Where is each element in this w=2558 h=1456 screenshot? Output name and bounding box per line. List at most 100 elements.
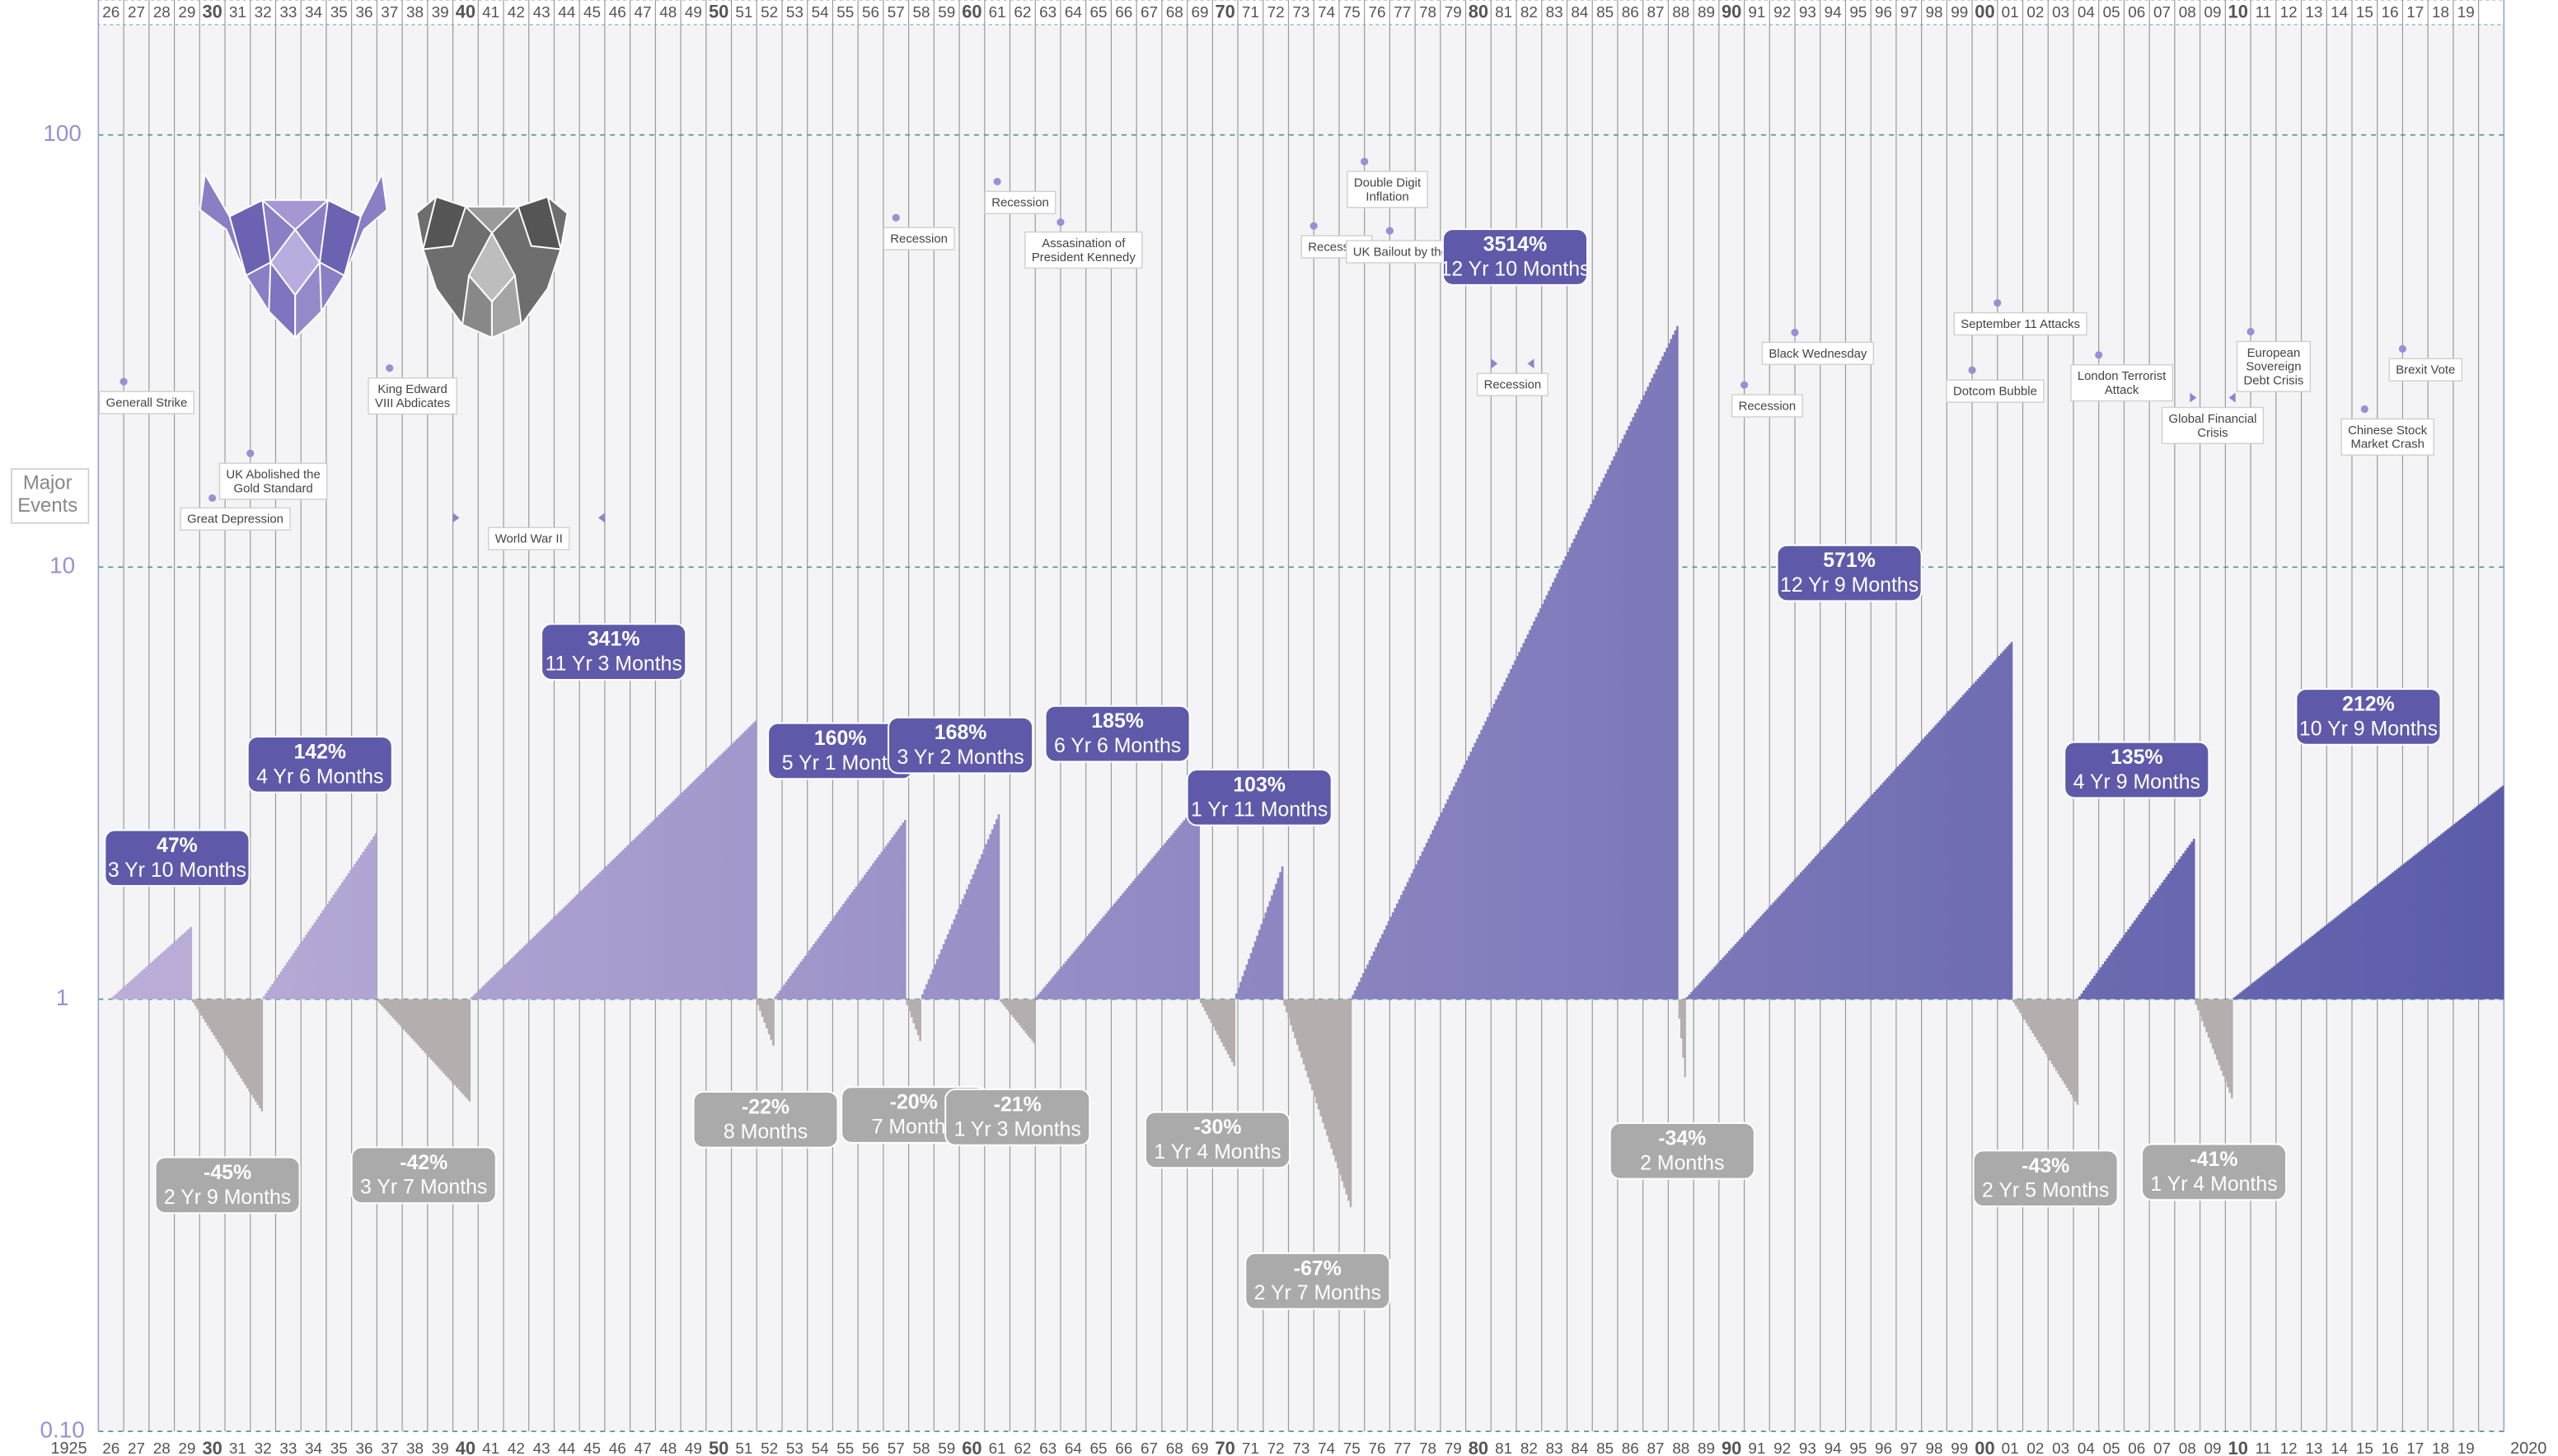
x-tick-label: 70 [1216,1438,1235,1456]
x-tick-label: 09 [2204,1440,2221,1456]
bear-area [1678,999,1686,1078]
event-box [1953,311,2087,336]
x-tick-label-top: 41 [482,4,499,21]
bear-facet [422,195,467,250]
bear-label-return: -21% [994,1093,1042,1117]
y-tick-label: 100 [43,120,81,146]
bear-area [757,999,775,1046]
event-box [180,507,291,531]
bull-label: 341%11 Yr 3 Months [541,623,687,681]
y-tick-label: 0.10 [40,1416,85,1442]
x-tick-label: 51 [735,1440,752,1456]
x-tick-label: 52 [761,1440,778,1456]
x-tick-label-top: 45 [583,4,601,21]
bear-label-bg [1972,1149,2119,1208]
event-label: Attack [2105,383,2139,397]
event-box [488,527,570,550]
bear-label-duration: 1 Yr 4 Months [1154,1140,1281,1163]
bear-label-duration: 8 Months [724,1120,808,1143]
x-tick-label: 17 [2406,1440,2424,1456]
x-tick-label: 40 [456,1438,476,1456]
x-tick-label-top: 06 [2128,4,2145,21]
label-boxes: 47%3 Yr 10 Months 142%4 Yr 6 Months 341%11… [104,228,2442,1310]
event-dot [2095,351,2103,359]
x-tick-label-top: 56 [862,4,879,21]
x-tick-label: 83 [1546,1440,1563,1456]
x-tick-label-top: 36 [355,4,372,21]
x-tick-label: 18 [2432,1440,2449,1456]
events-label: Major [23,471,73,494]
x-tick-label-top: 61 [989,4,1006,21]
x-tick-label-top: 39 [432,4,449,21]
x-tick-label: 62 [1014,1440,1031,1456]
x-tick-label: 96 [1875,1440,1892,1456]
x-tick-label: 90 [1722,1438,1741,1456]
x-tick-label: 34 [305,1440,322,1456]
event-start [452,513,460,523]
event-start [2190,392,2197,403]
x-tick-label: 79 [1445,1440,1462,1456]
bear-label-return: -45% [204,1161,251,1184]
x-tick-label: 13 [2305,1440,2322,1456]
x-tick-label-top: 59 [938,4,955,21]
bear-area [906,999,921,1042]
x-tick-label-top: 70 [1216,2,1235,22]
event-label: Assasination of [1042,236,1126,250]
x-tick-label-top: 87 [1647,4,1665,21]
bull-label-bg [104,829,251,887]
event-label: Chinese Stock [2348,424,2428,438]
bear-label-return: -41% [2190,1148,2238,1171]
x-tick-label: 50 [709,1438,729,1456]
x-tick-label: 56 [862,1440,879,1456]
event-box [99,391,194,414]
event-label: VIII Abdicates [375,396,450,410]
x-tick-label-top: 92 [1773,4,1791,21]
x-tick-label-top: 26 [102,4,119,21]
bear-label: -42%3 Yr 7 Months [350,1146,497,1205]
bull-label-duration: 11 Yr 3 Months [546,653,682,676]
x-tick-label-top: 85 [1596,4,1614,21]
x-tick-label: 29 [178,1440,195,1456]
bull-label-duration: 1 Yr 11 Months [1191,798,1328,821]
bear-label-bg [1609,1122,1755,1180]
x-tick-label-top: 96 [1875,4,1892,21]
event-box [1731,394,1803,418]
bear-facet [490,274,522,339]
x-tick-label-top: 37 [381,4,398,21]
x-tick-label: 08 [2179,1440,2196,1456]
x-tick-label: 01 [2002,1440,2019,1456]
event-box [1761,341,1875,365]
event-box [368,377,457,415]
bear-label: -67%2 Yr 7 Months [1244,1252,1391,1310]
x-tick-label-top: 76 [1369,4,1386,21]
x-tick-label: 07 [2153,1440,2171,1456]
x-tick-label-top: 03 [2052,4,2069,21]
x-tick-label-top: 15 [2356,4,2373,21]
x-tick-label-top: 18 [2432,4,2449,21]
x-tick-label-top: 49 [685,4,702,21]
x-tick-label: 80 [1469,1438,1488,1456]
x-tick-label: 77 [1394,1440,1411,1456]
event-box [1347,171,1428,208]
x-tick-label: 73 [1292,1440,1309,1456]
bull-label-duration: 10 Yr 9 Months [2299,717,2438,740]
x-tick-label: 33 [279,1440,297,1456]
x-tick-label-top: 02 [2026,4,2044,21]
bull-facet [261,199,329,231]
x-tick-label-top: 44 [558,4,575,21]
bear-label-bg [154,1156,301,1215]
x-tick-label: 71 [1242,1440,1259,1456]
x-tick-label-top: 83 [1546,4,1563,21]
x-tick-label: 63 [1039,1440,1056,1456]
bull-area [110,926,193,1000]
x-tick-label: 00 [1975,1438,1994,1456]
x-tick-label: 54 [812,1440,829,1456]
bull-label: 47%3 Yr 10 Months [104,829,251,887]
bear-icon [415,195,569,339]
event-dot [1309,222,1318,230]
x-tick-label-top: 89 [1698,4,1715,21]
x-tick-label: 76 [1369,1440,1386,1456]
event-label: UK Abolished the [226,468,320,482]
